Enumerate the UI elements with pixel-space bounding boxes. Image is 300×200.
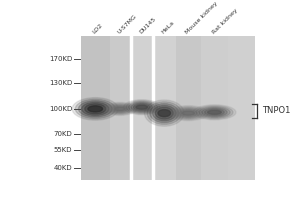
Ellipse shape bbox=[79, 101, 112, 117]
Text: TNPO1: TNPO1 bbox=[262, 106, 291, 115]
Ellipse shape bbox=[147, 102, 181, 124]
FancyBboxPatch shape bbox=[201, 36, 228, 180]
Ellipse shape bbox=[108, 104, 132, 114]
Text: Rat kidney: Rat kidney bbox=[211, 7, 238, 35]
Ellipse shape bbox=[88, 106, 103, 112]
Text: 130KD: 130KD bbox=[49, 80, 72, 86]
FancyBboxPatch shape bbox=[81, 36, 255, 180]
Ellipse shape bbox=[145, 100, 184, 126]
Ellipse shape bbox=[153, 105, 176, 121]
FancyBboxPatch shape bbox=[110, 36, 130, 180]
Ellipse shape bbox=[208, 110, 221, 114]
Ellipse shape bbox=[171, 107, 205, 120]
Ellipse shape bbox=[179, 110, 197, 117]
Ellipse shape bbox=[106, 103, 134, 115]
Ellipse shape bbox=[129, 102, 155, 113]
Ellipse shape bbox=[168, 106, 208, 121]
Ellipse shape bbox=[196, 106, 233, 119]
Text: HeLa: HeLa bbox=[161, 20, 176, 35]
Ellipse shape bbox=[72, 98, 118, 120]
Ellipse shape bbox=[174, 108, 203, 119]
Text: LO2: LO2 bbox=[92, 23, 104, 35]
Ellipse shape bbox=[85, 104, 106, 114]
Ellipse shape bbox=[155, 107, 173, 119]
Ellipse shape bbox=[115, 107, 125, 111]
Ellipse shape bbox=[158, 110, 171, 117]
Ellipse shape bbox=[205, 109, 224, 116]
Ellipse shape bbox=[182, 111, 194, 115]
Ellipse shape bbox=[124, 100, 160, 115]
Ellipse shape bbox=[110, 105, 130, 113]
Text: 70KD: 70KD bbox=[53, 131, 72, 137]
Ellipse shape bbox=[131, 103, 152, 112]
Ellipse shape bbox=[150, 104, 179, 123]
Ellipse shape bbox=[193, 105, 236, 120]
Text: 55KD: 55KD bbox=[53, 147, 72, 153]
Ellipse shape bbox=[136, 105, 148, 109]
Ellipse shape bbox=[126, 101, 158, 114]
Text: 100KD: 100KD bbox=[49, 106, 72, 112]
Text: DU145: DU145 bbox=[138, 16, 157, 35]
Ellipse shape bbox=[202, 108, 227, 117]
Text: U-S7MG: U-S7MG bbox=[116, 14, 138, 35]
Ellipse shape bbox=[75, 99, 115, 119]
Ellipse shape bbox=[199, 107, 230, 118]
Text: 170KD: 170KD bbox=[49, 56, 72, 62]
FancyBboxPatch shape bbox=[153, 36, 176, 180]
Ellipse shape bbox=[112, 106, 128, 112]
Ellipse shape bbox=[134, 104, 150, 111]
Ellipse shape bbox=[103, 102, 136, 115]
FancyBboxPatch shape bbox=[130, 36, 153, 180]
Text: Mouse kidney: Mouse kidney bbox=[185, 0, 219, 35]
FancyBboxPatch shape bbox=[176, 36, 201, 180]
FancyBboxPatch shape bbox=[81, 36, 110, 180]
Text: 40KD: 40KD bbox=[53, 165, 72, 171]
Ellipse shape bbox=[176, 109, 200, 118]
Ellipse shape bbox=[82, 102, 109, 116]
